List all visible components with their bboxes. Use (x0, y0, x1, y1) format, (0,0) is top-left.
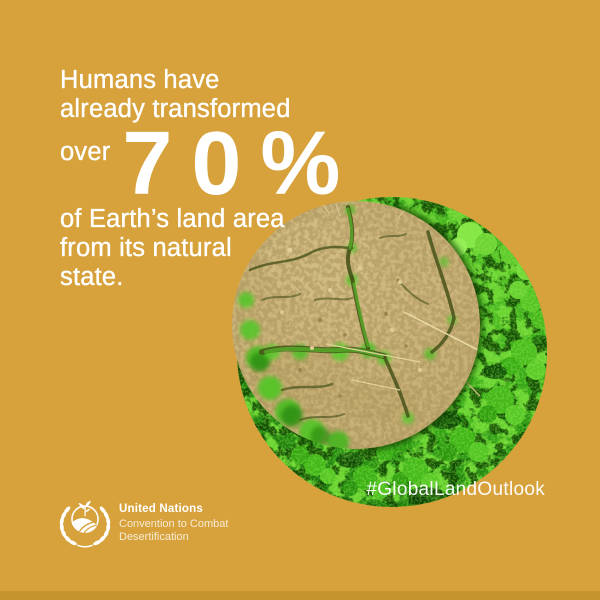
unccd-logo: United Nations Convention to Combat Dese… (54, 494, 228, 550)
hashtag: #GlobalLandOutlook (366, 479, 545, 500)
cracked-earth-photo (232, 201, 480, 449)
headline-line-4: of Earth’s land area (60, 205, 285, 233)
headline-line-3: over 70% (60, 114, 400, 214)
org-name: United Nations (119, 503, 203, 515)
headline-line-6: state. (60, 263, 124, 291)
un-emblem-icon (59, 500, 111, 548)
org-subtitle-line-1: Convention to Combat (119, 518, 229, 530)
headline-line-1: Humans have (60, 66, 220, 94)
stat-value: 70% (122, 114, 360, 214)
org-subtitle-line-2: Desertification (119, 531, 189, 543)
footer: United Nations Convention to Combat Dese… (0, 479, 600, 600)
soil-details (280, 203, 479, 398)
headline-over: over (60, 138, 111, 166)
headline-line-5: from its natural (60, 234, 232, 262)
footer-accent-bar (0, 591, 600, 600)
org-text: United Nations Convention to Combat Dese… (119, 494, 228, 544)
headline-line-2: already transformed (60, 95, 291, 123)
headline: Humans have already transformed over 70%… (60, 66, 400, 292)
